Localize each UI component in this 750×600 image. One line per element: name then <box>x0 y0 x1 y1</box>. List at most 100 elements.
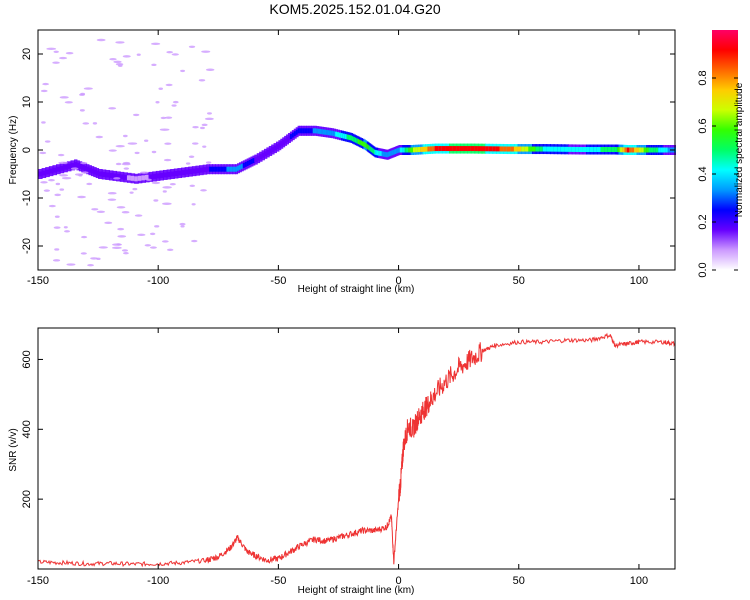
noise-speck <box>79 93 85 96</box>
spectrogram-cell <box>177 170 183 176</box>
spectrogram-cell <box>629 147 633 153</box>
noise-speck <box>64 230 70 233</box>
noise-speck <box>180 225 185 228</box>
spectrogram-cell <box>206 166 211 172</box>
noise-speck <box>136 53 141 56</box>
spectrogram-cell <box>470 146 476 152</box>
spectrogram-cell <box>123 174 128 180</box>
x-tick-label: -50 <box>270 275 286 287</box>
noise-speck <box>137 233 146 237</box>
spectrogram-cell <box>250 159 254 165</box>
spectrogram-cell <box>385 152 388 158</box>
noise-speck <box>179 222 186 226</box>
spectrogram-cell <box>184 169 190 175</box>
noise-speck <box>40 181 48 184</box>
y-tick-label: 200 <box>21 490 33 508</box>
noise-speck <box>40 89 48 93</box>
noise-speck <box>104 221 113 225</box>
noise-speck <box>154 225 160 228</box>
spectrogram-cell <box>166 171 172 177</box>
noise-speck <box>163 158 172 162</box>
spectrogram-cell <box>130 175 136 181</box>
spectrogram-cell <box>271 147 275 153</box>
spectrogram-cell <box>280 141 284 147</box>
noise-speck <box>108 149 117 152</box>
noise-speck <box>81 171 89 174</box>
spectrogram-cell <box>550 146 555 152</box>
spectrogram-cell <box>535 146 541 152</box>
spectrogram-cell <box>312 128 316 134</box>
spectrogram-cell <box>162 172 168 178</box>
noise-speck <box>200 126 205 130</box>
spectrogram-cell <box>643 147 648 153</box>
spectrogram-cell <box>268 148 273 154</box>
noise-speck <box>59 56 68 60</box>
snr-frame <box>37 327 676 570</box>
spectrogram-cell <box>329 130 333 136</box>
colorbar-tick-label: 0.4 <box>697 166 709 181</box>
spectrogram-cell <box>105 172 110 178</box>
noise-speck <box>158 87 163 90</box>
spectrogram-cell <box>101 171 107 177</box>
spectrogram-cell <box>311 128 314 134</box>
spectrogram-cell <box>350 135 353 141</box>
chart-title: KOM5.2025.152.01.04.G20 <box>269 1 440 17</box>
spectrogram-cell <box>293 131 297 137</box>
noise-speck <box>122 134 128 138</box>
spectrogram-cell <box>412 147 417 153</box>
spectrogram-cell <box>521 146 526 152</box>
spectrogram-cell <box>344 134 348 140</box>
colorbar-tick-label: 0.8 <box>697 70 709 85</box>
spectrogram-cell <box>152 173 157 179</box>
spectrogram-cell <box>287 135 291 141</box>
snr-series-line <box>37 332 676 568</box>
noise-speck <box>44 140 51 143</box>
noise-speck <box>192 142 199 145</box>
spectrogram-cell <box>667 147 672 153</box>
spectrogram-cell <box>309 128 313 134</box>
noise-speck <box>132 187 138 191</box>
spectrogram-cell <box>108 172 114 178</box>
noise-speck <box>77 195 86 199</box>
noise-speck <box>123 167 130 170</box>
noise-speck <box>200 189 207 192</box>
spectrogram-cell <box>553 146 559 152</box>
noise-speck <box>41 121 46 124</box>
noise-speck <box>59 174 69 177</box>
spectrogram-cell <box>391 150 394 156</box>
spectrogram-cell <box>495 146 501 152</box>
spectrogram-cell <box>63 164 68 170</box>
spectrogram-cell <box>604 147 609 153</box>
spectrogram-cell <box>155 173 161 179</box>
spectrogram-cell <box>335 131 339 137</box>
spectrogram-cell <box>415 147 419 153</box>
spectrogram-cell <box>148 174 154 180</box>
noise-speck <box>108 107 117 110</box>
spectrogram-cell <box>658 147 662 153</box>
spectrogram-cell <box>425 146 429 152</box>
noise-speck <box>57 153 65 157</box>
spectrogram-plot-area <box>38 38 676 267</box>
spectrogram-cell <box>306 128 309 134</box>
spectrogram-cell <box>188 169 193 175</box>
spectrogram-cell <box>441 146 447 152</box>
spectrogram-cell <box>503 146 508 152</box>
spectrogram-cell <box>202 167 208 173</box>
spectrogram-cell <box>275 144 280 150</box>
spectrogram-cell <box>388 151 392 157</box>
spectrogram-cell <box>404 147 407 153</box>
noise-speck <box>169 182 176 186</box>
noise-speck <box>48 204 56 208</box>
spectrogram-cell <box>653 147 657 153</box>
noise-speck <box>139 171 149 174</box>
spectrogram-cell <box>445 146 451 152</box>
noise-speck <box>204 117 214 121</box>
spectrogram-cell <box>300 128 304 134</box>
noise-speck <box>87 263 94 267</box>
spectrogram-cell <box>41 170 47 176</box>
x-tick-label: 0 <box>396 575 402 587</box>
noise-speck <box>54 215 60 218</box>
spectrogram-cell <box>321 129 324 135</box>
spectrogram-cell <box>56 166 61 172</box>
